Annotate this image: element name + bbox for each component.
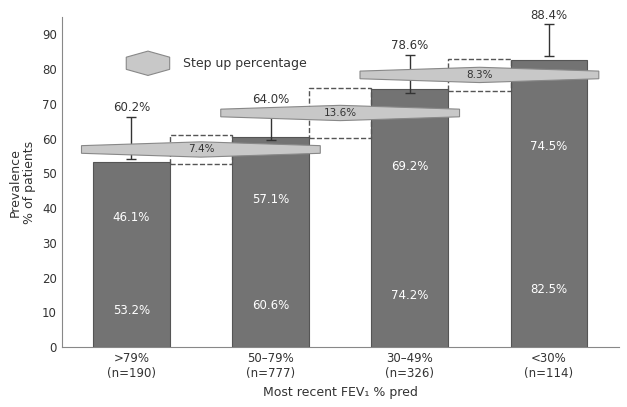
Text: 13.6%: 13.6% — [324, 108, 357, 118]
Text: Step up percentage: Step up percentage — [183, 57, 307, 70]
Polygon shape — [82, 142, 320, 157]
Text: 7.4%: 7.4% — [187, 144, 214, 155]
Text: 64.0%: 64.0% — [252, 93, 289, 106]
Text: 8.3%: 8.3% — [466, 70, 493, 80]
Text: 82.5%: 82.5% — [530, 283, 567, 296]
Polygon shape — [360, 67, 599, 83]
Text: 74.5%: 74.5% — [530, 140, 567, 153]
Text: 69.2%: 69.2% — [391, 160, 428, 173]
Text: 53.2%: 53.2% — [113, 304, 150, 317]
Bar — [371, 90, 448, 347]
Text: 57.1%: 57.1% — [252, 193, 289, 206]
Polygon shape — [126, 51, 170, 75]
Text: 74.2%: 74.2% — [391, 289, 428, 302]
Bar — [93, 162, 169, 347]
Text: 60.2%: 60.2% — [113, 101, 150, 114]
Text: 46.1%: 46.1% — [113, 211, 150, 224]
Bar — [232, 137, 309, 347]
X-axis label: Most recent FEV₁ % pred: Most recent FEV₁ % pred — [263, 386, 418, 399]
Text: 60.6%: 60.6% — [252, 299, 289, 312]
Text: 78.6%: 78.6% — [391, 39, 428, 52]
Polygon shape — [221, 105, 460, 120]
Y-axis label: Prevalence
% of patients: Prevalence % of patients — [8, 140, 36, 224]
Bar — [511, 61, 587, 347]
Text: 88.4%: 88.4% — [530, 9, 567, 22]
